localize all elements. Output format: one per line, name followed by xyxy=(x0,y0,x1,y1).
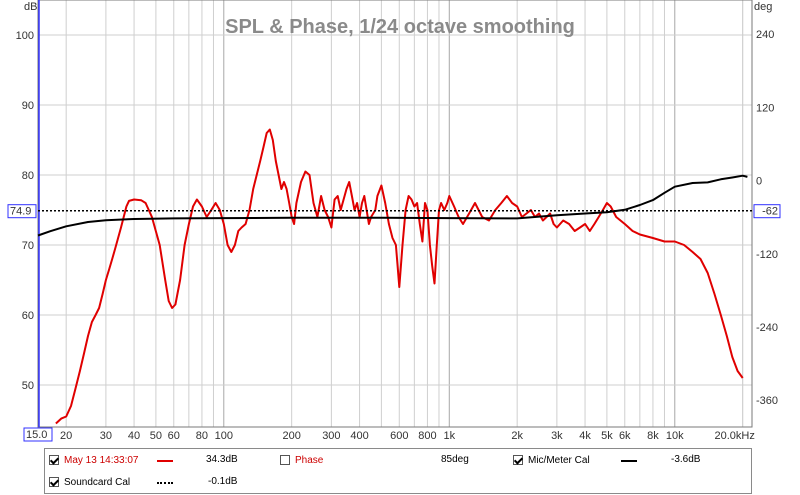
legend-swatch-dotted xyxy=(157,482,173,484)
x-tick-label: 3k xyxy=(551,430,563,442)
x-tick-label: 4k xyxy=(579,430,591,442)
x-tick-label: 100 xyxy=(215,430,233,442)
x-tick-label: 20.0kHz xyxy=(714,430,754,442)
x-tick-label: 60 xyxy=(168,430,180,442)
legend-value: 85deg xyxy=(441,454,469,465)
x-tick-label: 50 xyxy=(150,430,162,442)
right-axis-ticks: 240 120 0 -120 -240 -360 xyxy=(756,29,778,407)
legend-checkbox[interactable] xyxy=(49,477,59,487)
left-marker-value-box xyxy=(7,204,37,219)
legend-swatch-black xyxy=(621,460,637,462)
x-marker-value-box xyxy=(23,427,53,442)
x-tick-label: 40 xyxy=(128,430,140,442)
left-tick-label: 60 xyxy=(22,310,34,322)
left-tick-label: 90 xyxy=(22,100,34,112)
legend-label: Phase xyxy=(295,454,324,466)
left-tick-label: 70 xyxy=(22,240,34,252)
right-tick-label: -120 xyxy=(756,249,778,261)
series-line-may-13-14-33-07 xyxy=(55,128,744,425)
right-tick-label: -360 xyxy=(756,395,778,407)
left-axis-unit: dB xyxy=(24,1,37,13)
legend-value: -3.6dB xyxy=(671,454,701,465)
legend-label: May 13 14:33:07 xyxy=(64,454,139,466)
legend-value: -0.1dB xyxy=(208,476,238,487)
plot-border xyxy=(37,0,753,428)
left-marker-value: 74.9 xyxy=(10,206,31,218)
right-tick-label: -240 xyxy=(756,322,778,334)
x-tick-label: 400 xyxy=(350,430,368,442)
series-line-mic-meter-cal xyxy=(37,174,748,237)
legend-swatch-red xyxy=(157,460,173,462)
series-layer xyxy=(37,128,752,425)
left-tick-label: 80 xyxy=(22,170,34,182)
right-marker-value: -62 xyxy=(762,206,778,218)
left-tick-label: 100 xyxy=(16,30,34,42)
legend-item-measurement[interactable]: May 13 14:33:07 xyxy=(49,452,139,468)
legend-panel: May 13 14:33:07 34.3dB Phase 85deg Mic/M… xyxy=(44,448,752,494)
legend-checkbox[interactable] xyxy=(280,455,290,465)
legend-item-phase[interactable]: Phase xyxy=(280,452,323,468)
x-tick-label: 10k xyxy=(666,430,684,442)
cursor-markers: 74.9 -62 15.0 xyxy=(7,204,781,442)
legend-value: 34.3dB xyxy=(206,454,238,465)
legend-label: Soundcard Cal xyxy=(64,476,131,488)
x-tick-label: 300 xyxy=(322,430,340,442)
legend-checkbox[interactable] xyxy=(513,455,523,465)
x-tick-label: 80 xyxy=(196,430,208,442)
x-tick-label: 5k xyxy=(601,430,613,442)
chart-grid xyxy=(37,0,753,428)
right-tick-label: 120 xyxy=(756,102,774,114)
right-axis-unit: deg xyxy=(754,1,772,13)
left-tick-label: 50 xyxy=(22,380,34,392)
left-axis-ticks: 50 60 70 80 90 100 xyxy=(16,30,34,392)
right-tick-label: 240 xyxy=(756,29,774,41)
x-tick-label: 1k xyxy=(443,430,455,442)
x-tick-label: 600 xyxy=(390,430,408,442)
legend-label: Mic/Meter Cal xyxy=(528,454,590,466)
legend-item-soundcard-cal[interactable]: Soundcard Cal xyxy=(49,474,130,490)
x-tick-label: 6k xyxy=(619,430,631,442)
right-tick-label: 0 xyxy=(756,176,762,188)
x-tick-label: 2k xyxy=(511,430,523,442)
x-tick-label: 8k xyxy=(647,430,659,442)
spl-phase-chart[interactable]: 50 60 70 80 90 100 240 120 0 -120 -240 -360 20 30 40… xyxy=(0,0,800,445)
x-tick-label: 20 xyxy=(60,430,72,442)
x-tick-label: 200 xyxy=(282,430,300,442)
legend-item-mic-cal[interactable]: Mic/Meter Cal xyxy=(513,452,590,468)
x-tick-label: 800 xyxy=(418,430,436,442)
x-marker-value: 15.0 xyxy=(26,429,47,441)
x-tick-label: 30 xyxy=(100,430,112,442)
chart-title: SPL & Phase, 1/24 octave smoothing xyxy=(225,16,575,38)
legend-checkbox[interactable] xyxy=(49,455,59,465)
right-marker-value-box xyxy=(753,204,781,219)
x-axis-ticks: 20 30 40 50 60 80 100 200 300 400 600 800 1k 2k 3k 4k 5k… xyxy=(60,430,755,442)
